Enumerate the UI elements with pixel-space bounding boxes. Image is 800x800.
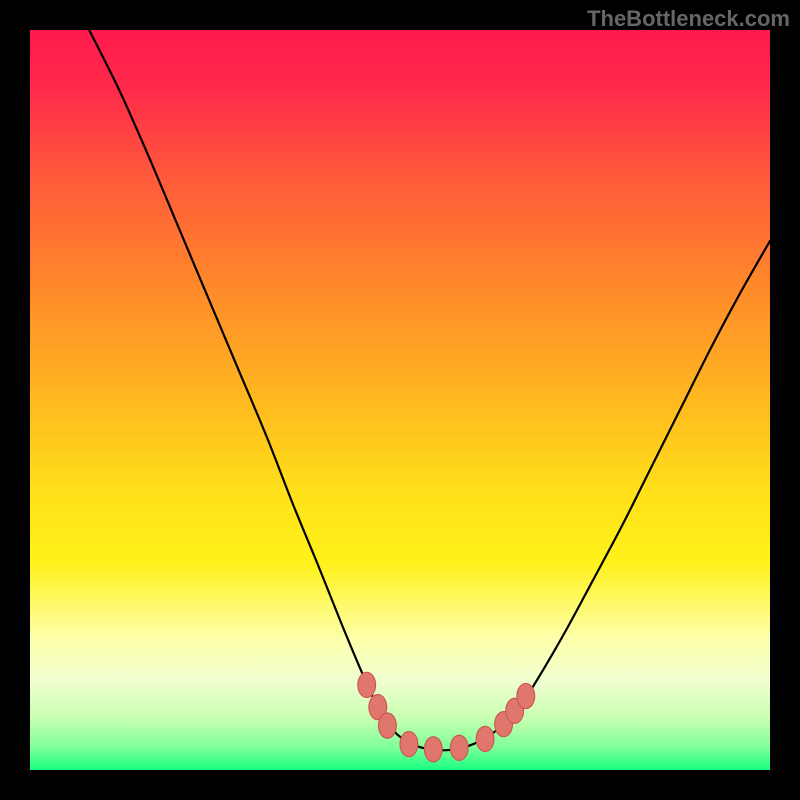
watermark-text: TheBottleneck.com <box>587 6 790 32</box>
curve-marker <box>450 735 468 760</box>
plot-area <box>30 30 770 770</box>
curve-marker <box>379 713 397 738</box>
curve-marker <box>358 672 376 697</box>
chart-frame: TheBottleneck.com <box>0 0 800 800</box>
curve-marker <box>424 737 442 762</box>
chart-svg <box>30 30 770 770</box>
curve-marker <box>476 726 494 751</box>
curve-marker <box>517 683 535 708</box>
curve-marker <box>400 732 418 757</box>
